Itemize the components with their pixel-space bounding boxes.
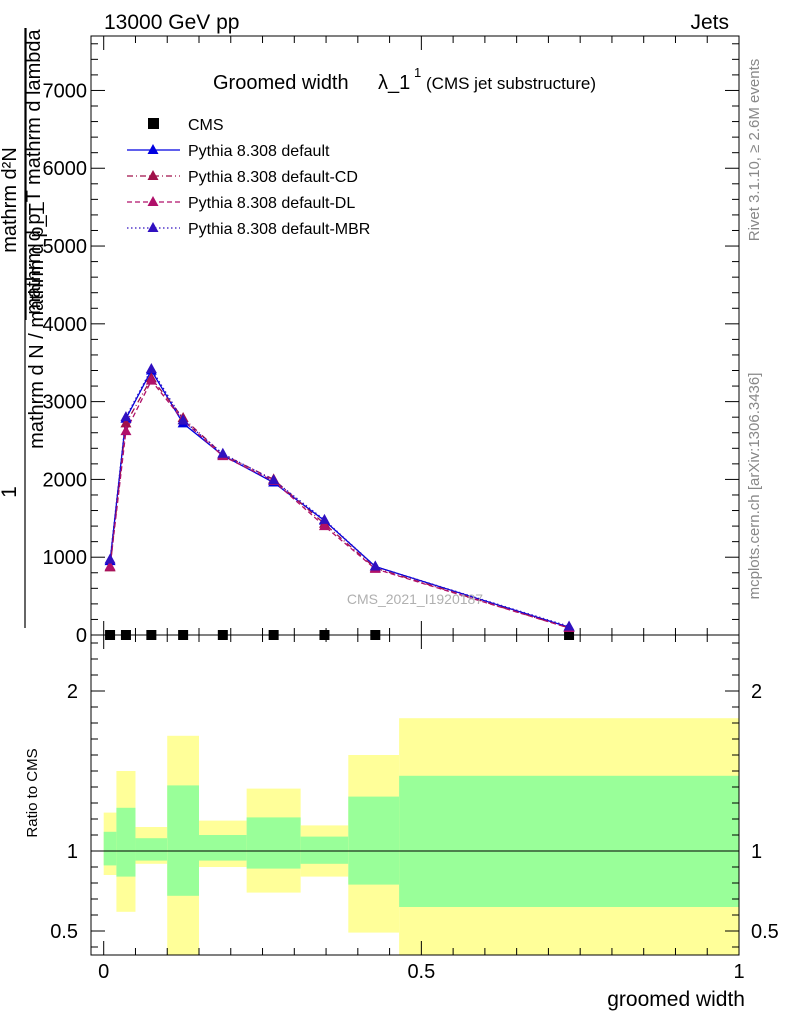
main-panel: 0 1000 2000 3000 4000 5000 6000 7000 Groomed wi… (0, 28, 740, 647)
legend-marker (147, 170, 159, 180)
ratio-y-tick-label: 2 (67, 681, 78, 703)
y-tick-label: 3000 (43, 392, 88, 414)
series-3-point (120, 425, 132, 436)
ratio-y-label: Ratio to CMS (24, 748, 41, 837)
legend-marker (147, 144, 159, 154)
ylabel-outer-numerator: 1 (0, 486, 21, 498)
series-4-point (268, 474, 280, 485)
y-tick-label: 0 (76, 625, 87, 647)
green-uncertainty-band (348, 796, 400, 885)
legend-label: CMS (188, 117, 224, 134)
main-y-label: 1 mathrm d N / mathrm d p_T mathrm d²N m… (0, 28, 48, 628)
y-tick-label: 4000 (43, 314, 88, 336)
ratio-y-axis: 0.5 0.5 1 1 2 2 (50, 642, 779, 948)
series-3-point (318, 520, 330, 531)
plot-title-main: Groomed width (213, 72, 349, 94)
y-tick-label: 6000 (43, 158, 88, 180)
legend-marker-cms (148, 118, 159, 129)
series-3-point (145, 374, 157, 385)
ylabel-outer-denominator: mathrm d N / mathrm d p_T (26, 203, 48, 449)
plot-title-subtitle: (CMS jet substructure) (426, 74, 596, 93)
y-tick-label: 1000 (43, 547, 88, 569)
series-4-point (217, 447, 229, 458)
x-axis-label: groomed width (607, 988, 745, 1011)
y-tick-label: 7000 (43, 80, 88, 102)
ratio-frame (90, 634, 740, 956)
series-4-point (318, 513, 330, 524)
ratio-y-tick-label: 0.5 (50, 921, 78, 943)
main-y-axis: 0 1000 2000 3000 4000 5000 6000 7000 (43, 43, 739, 647)
x-tick-label: 1 (733, 961, 744, 983)
plot-title-symbol: λ_1 (378, 72, 410, 94)
ylabel-inner-numerator: mathrm d²N (0, 147, 21, 253)
series-lines (109, 367, 570, 629)
legend: CMS Pythia 8.308 default Pythia 8.308 defa… (127, 117, 370, 238)
green-uncertainty-band (103, 831, 117, 866)
series-markers (104, 362, 575, 640)
legend-marker (147, 196, 159, 206)
legend-label: Pythia 8.308 default-MBR (188, 221, 370, 238)
series-4-point (145, 362, 157, 373)
series-4-point (120, 411, 132, 422)
y-tick-label: 5000 (43, 236, 88, 258)
green-uncertainty-band (167, 785, 199, 896)
green-uncertainty-band (199, 835, 247, 861)
series-2-point (120, 417, 132, 428)
header-energy: 13000 GeV pp (104, 11, 239, 34)
ratio-x-axis: 0 0.5 1 (98, 635, 745, 983)
header-process: Jets (690, 11, 729, 34)
plot-title: Groomed width λ_1 1 (CMS jet substructur… (213, 65, 596, 94)
series-4-point (369, 560, 381, 571)
green-uncertainty-band (399, 775, 739, 907)
legend-label: Pythia 8.308 default-CD (188, 169, 358, 186)
legend-label: Pythia 8.308 default-DL (188, 195, 355, 212)
plot-title-superscript: 1 (414, 65, 421, 80)
uncertainty-bands (103, 718, 739, 955)
green-uncertainty-band (246, 817, 301, 869)
ratio-y-tick-label: 1 (67, 841, 78, 863)
legend-marker (147, 222, 159, 232)
x-tick-label: 0.5 (407, 961, 435, 983)
main-x-axis (103, 36, 740, 635)
ratio-panel: 0.5 0.51 12 2 0 0.5 1 Ratio to CMS (24, 634, 779, 983)
series-line-4 (109, 367, 570, 628)
analysis-watermark: CMS_2021_I1920187 (347, 591, 483, 607)
y-tick-label: 2000 (43, 469, 88, 491)
series-4-point (177, 414, 189, 425)
series-4-point (104, 553, 116, 564)
ratio-y-tick-label-right: 0.5 (751, 921, 779, 943)
green-uncertainty-band (300, 836, 349, 864)
ratio-y-tick-label-right: 1 (751, 841, 762, 863)
series-3-point (104, 560, 116, 571)
rivet-version-label: Rivet 3.1.10, ≥ 2.6M events (746, 59, 763, 242)
series-line-1 (109, 369, 570, 628)
ylabel-inner-denominator: mathrm d p_T mathrm d lambda (23, 28, 45, 314)
legend-label: Pythia 8.308 default (188, 143, 330, 160)
series-4-point (563, 620, 575, 631)
x-tick-label: 0 (98, 961, 109, 983)
green-uncertainty-band (135, 838, 168, 861)
mcplots-label: mcplots.cern.ch [arXiv:1306.3436] (746, 373, 763, 600)
green-uncertainty-band (116, 807, 136, 877)
ratio-y-tick-label-right: 2 (751, 681, 762, 703)
